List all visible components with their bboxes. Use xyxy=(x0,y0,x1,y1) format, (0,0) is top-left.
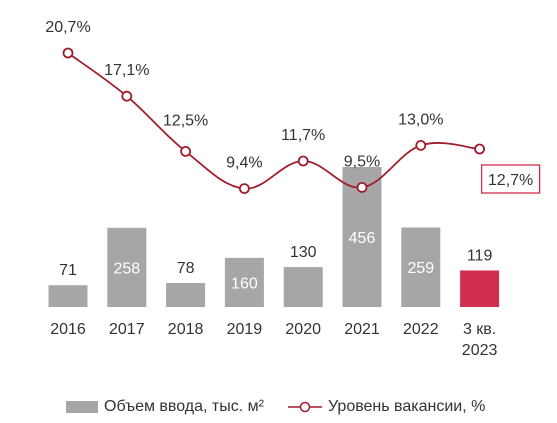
line-layer xyxy=(62,47,486,195)
vacancy-value-label-5: 9,5% xyxy=(344,153,380,170)
category-label-7-0: 3 кв. xyxy=(463,321,496,338)
vacancy-marker-1 xyxy=(121,90,133,102)
bar-value-label-6: 259 xyxy=(407,260,434,277)
vacancy-value-label-7: 12,7% xyxy=(488,172,533,189)
category-label-2: 2018 xyxy=(168,321,204,338)
vacancy-marker-5 xyxy=(356,181,368,193)
vacancy-marker-0 xyxy=(62,47,74,59)
vacancy-marker-3 xyxy=(238,183,250,195)
vacancy-marker-6 xyxy=(415,139,427,151)
vacancy-value-label-4: 11,7% xyxy=(281,127,325,144)
labels-layer: 71 258 78 160 130 456 259 119 2016 2017 2018 2019 20… xyxy=(45,19,541,359)
vacancy-marker-7 xyxy=(474,143,486,155)
legend-swatch-bar xyxy=(66,401,98,413)
vacancy-value-label-6: 13,0% xyxy=(398,111,443,128)
category-label-4: 2020 xyxy=(285,321,321,338)
vacancy-value-label-1: 17,1% xyxy=(104,62,149,79)
category-label-0: 2016 xyxy=(50,321,86,338)
vacancy-value-label-0: 20,7% xyxy=(45,19,90,36)
bar-3 xyxy=(224,257,264,307)
bars-layer xyxy=(48,167,500,307)
bar-value-label-0: 71 xyxy=(59,262,77,279)
bar-value-label-7: 119 xyxy=(467,247,493,264)
legend-label-volume: Объем ввода, тыс. м² xyxy=(104,398,264,415)
bar-7 xyxy=(460,270,500,307)
vacancy-highlight-box xyxy=(480,164,541,194)
vacancy-value-label-3: 9,4% xyxy=(226,155,262,172)
legend-item-volume: Объем ввода, тыс. м² xyxy=(66,398,264,416)
legend-label-vacancy: Уровень вакансии, % xyxy=(327,398,486,415)
bar-value-label-4: 130 xyxy=(290,244,317,261)
category-label-5: 2021 xyxy=(344,321,380,338)
legend-item-vacancy: Уровень вакансии, % xyxy=(287,398,486,416)
bar-6 xyxy=(401,227,441,307)
category-label-1: 2017 xyxy=(109,321,145,338)
category-label-6: 2022 xyxy=(403,321,439,338)
bar-4 xyxy=(283,267,323,307)
bar-0 xyxy=(48,285,88,307)
bar-value-label-1: 258 xyxy=(113,260,140,277)
bar-value-label-5: 456 xyxy=(349,230,376,247)
bar-value-label-2: 78 xyxy=(177,260,195,277)
vacancy-value-label-2: 12,5% xyxy=(163,112,208,129)
category-label-7-1: 2023 xyxy=(462,342,498,359)
vacancy-marker-2 xyxy=(180,145,192,157)
bar-1 xyxy=(107,227,147,307)
legend-swatch-line xyxy=(287,401,322,413)
vacancy-line xyxy=(67,52,480,190)
bar-2 xyxy=(166,283,206,307)
bar-value-label-3: 160 xyxy=(231,275,258,292)
legend: Объем ввода, тыс. м² Уровень вакансии, % xyxy=(66,396,509,418)
category-label-3: 2019 xyxy=(227,321,263,338)
vacancy-marker-4 xyxy=(297,155,309,167)
